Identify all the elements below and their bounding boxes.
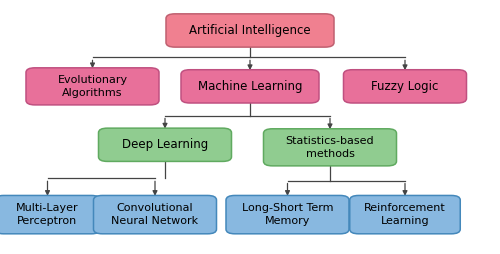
FancyBboxPatch shape xyxy=(0,196,100,234)
Text: Deep Learning: Deep Learning xyxy=(122,138,208,151)
FancyBboxPatch shape xyxy=(344,70,466,103)
Text: Convolutional
Neural Network: Convolutional Neural Network xyxy=(112,203,198,226)
FancyBboxPatch shape xyxy=(166,14,334,47)
Text: Evolutionary
Algorithms: Evolutionary Algorithms xyxy=(58,75,128,98)
Text: Artificial Intelligence: Artificial Intelligence xyxy=(189,24,311,37)
Text: Fuzzy Logic: Fuzzy Logic xyxy=(372,80,438,93)
FancyBboxPatch shape xyxy=(350,196,460,234)
Text: Machine Learning: Machine Learning xyxy=(198,80,302,93)
Text: Statistics-based
methods: Statistics-based methods xyxy=(286,136,374,158)
Text: Multi-Layer
Perceptron: Multi-Layer Perceptron xyxy=(16,203,79,226)
FancyBboxPatch shape xyxy=(264,129,396,166)
FancyBboxPatch shape xyxy=(226,196,349,234)
FancyBboxPatch shape xyxy=(98,128,232,162)
Text: Long-Short Term
Memory: Long-Short Term Memory xyxy=(242,203,333,226)
Text: Reinforcement
Learning: Reinforcement Learning xyxy=(364,203,446,226)
FancyBboxPatch shape xyxy=(94,196,216,234)
FancyBboxPatch shape xyxy=(181,70,319,103)
FancyBboxPatch shape xyxy=(26,68,159,105)
